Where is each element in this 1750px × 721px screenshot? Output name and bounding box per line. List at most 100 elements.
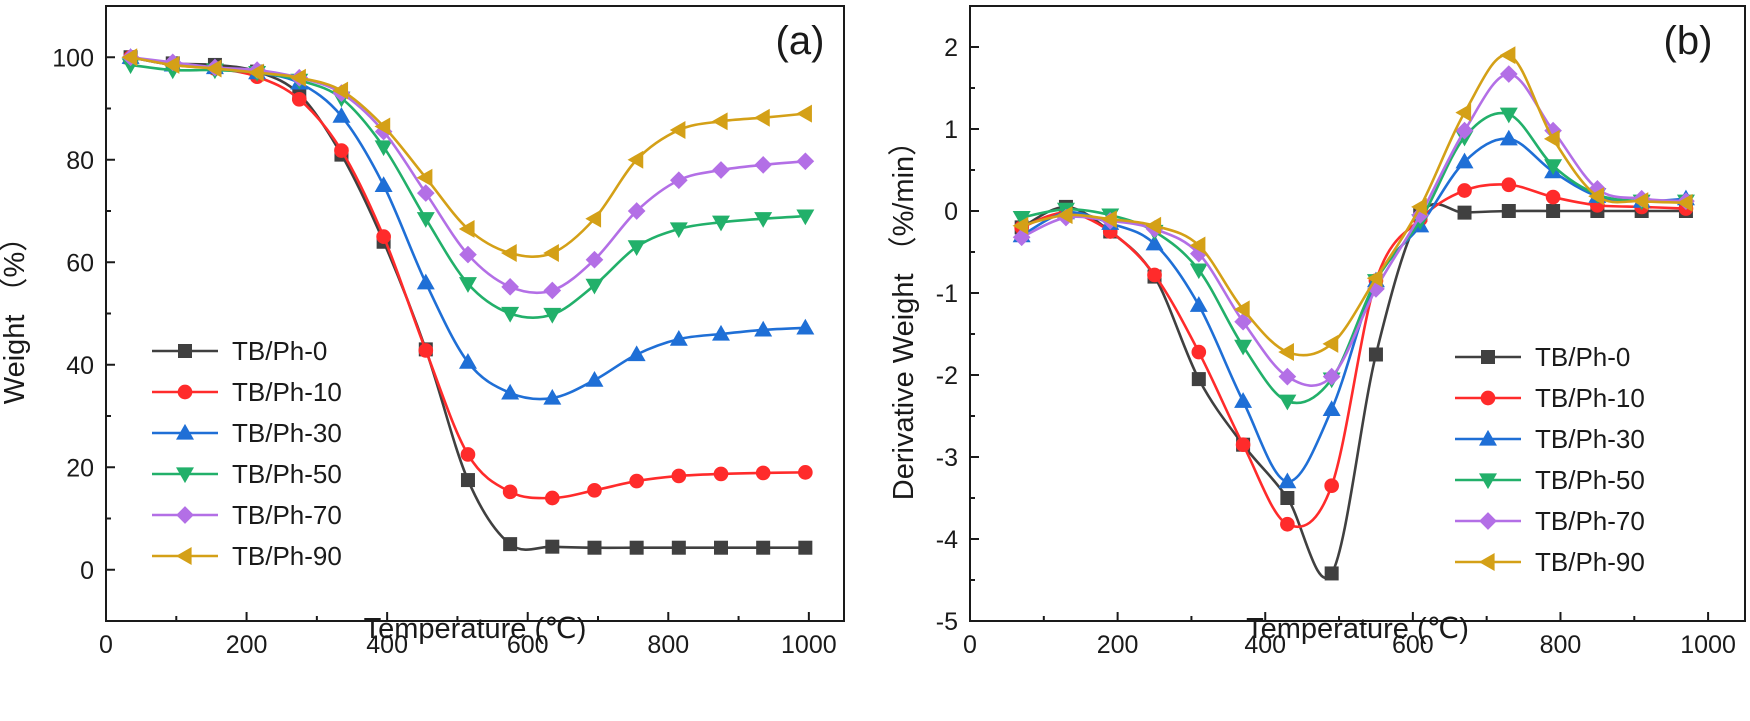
- series-tb-ph-90: [121, 48, 812, 263]
- data-point: [755, 465, 771, 481]
- data-point: [543, 388, 562, 405]
- data-point: [1278, 367, 1297, 386]
- data-point: [334, 143, 349, 158]
- data-point: [1191, 344, 1207, 360]
- data-point: [669, 222, 688, 239]
- x-tick-label: 600: [507, 631, 549, 659]
- data-point: [545, 539, 560, 554]
- data-point: [796, 152, 815, 171]
- data-point: [1189, 296, 1208, 312]
- series-tb-ph-50: [121, 58, 815, 324]
- legend-marker: [1479, 473, 1497, 490]
- data-point: [416, 212, 435, 228]
- data-point: [1322, 334, 1339, 353]
- x-tick-label: 400: [1244, 631, 1286, 659]
- data-point: [1147, 267, 1162, 283]
- data-point: [1501, 177, 1517, 193]
- y-tick-label: 60: [66, 249, 94, 277]
- data-point: [416, 273, 435, 290]
- data-point: [332, 81, 349, 100]
- y-tick-label: 80: [66, 147, 94, 175]
- data-point: [416, 184, 435, 202]
- x-tick-label: 600: [1392, 631, 1434, 659]
- data-point: [543, 307, 562, 324]
- data-point: [627, 150, 644, 169]
- data-point: [416, 168, 433, 187]
- data-point: [1368, 347, 1383, 362]
- data-point: [1278, 472, 1297, 489]
- data-point: [459, 245, 477, 264]
- data-point: [332, 107, 351, 123]
- legend-marker: [1480, 390, 1496, 406]
- data-point: [627, 345, 646, 362]
- data-point: [543, 244, 559, 263]
- legend-label: TB/Ph-30: [232, 418, 342, 448]
- x-tick-label: 800: [647, 631, 689, 659]
- data-point: [501, 278, 519, 296]
- data-point: [796, 104, 812, 123]
- data-point: [754, 156, 773, 174]
- data-point: [671, 468, 687, 484]
- series-tb-ph-90: [1012, 46, 1693, 362]
- panel-label: (b): [1664, 19, 1713, 63]
- data-point: [1322, 367, 1341, 386]
- chart-panel-b: 0 200 400 600 800 1000 -5 -4 -3 -2 -1 0 1 2 Temperatur…: [888, 5, 1746, 659]
- series-tb-ph-70: [121, 48, 815, 300]
- data-point: [671, 540, 686, 555]
- data-point: [1544, 159, 1563, 176]
- data-point: [1278, 343, 1294, 362]
- data-point: [587, 482, 602, 498]
- data-point: [711, 112, 728, 131]
- legend-marker: [175, 547, 192, 565]
- panel-label: (a): [776, 19, 825, 63]
- data-point: [1324, 478, 1339, 494]
- series-tb-ph-70: [1012, 65, 1695, 387]
- y-tick-label: -3: [936, 444, 958, 472]
- data-point: [1234, 392, 1253, 408]
- legend-label: TB/Ph-90: [1535, 547, 1645, 577]
- legend-label: TB/Ph-10: [232, 377, 342, 407]
- data-point: [629, 473, 644, 489]
- data-point: [1545, 189, 1561, 205]
- series-line: [1021, 72, 1687, 387]
- data-point: [585, 278, 604, 295]
- x-tick-label: 0: [99, 631, 113, 659]
- data-point: [1234, 312, 1252, 331]
- data-point: [460, 447, 476, 462]
- data-point: [754, 320, 773, 337]
- chart-panel-a: 0 200 400 600 800 1000 0 20 40 60 80 100 Temperature…: [0, 5, 845, 659]
- data-point: [1235, 437, 1251, 453]
- data-point: [502, 484, 518, 500]
- data-point: [754, 212, 773, 228]
- legend-label: TB/Ph-10: [1535, 383, 1645, 413]
- legend-marker: [176, 467, 194, 484]
- data-point: [1145, 216, 1162, 235]
- data-point: [1280, 516, 1295, 532]
- data-point: [1366, 269, 1383, 288]
- data-point: [1322, 400, 1341, 417]
- data-point: [1457, 183, 1472, 198]
- data-point: [713, 466, 729, 482]
- plot-frame: [969, 5, 1746, 622]
- data-point: [627, 240, 646, 257]
- data-point: [585, 370, 604, 387]
- legend: TB/Ph-0 TB/Ph-10 TB/Ph-30 TB/Ph-50 TB/Ph-70 T…: [152, 336, 342, 571]
- data-point: [756, 540, 771, 555]
- x-axis-title: Temperature (℃): [364, 613, 587, 645]
- data-point: [1189, 236, 1206, 255]
- data-point: [712, 324, 730, 341]
- data-point: [1145, 234, 1164, 251]
- x-tick-label: 200: [1097, 631, 1139, 659]
- y-tick-label: -2: [936, 362, 958, 390]
- y-tick-label: -4: [936, 526, 958, 554]
- legend-marker: [178, 344, 192, 358]
- data-point: [587, 540, 602, 555]
- legend-label: TB/Ph-90: [232, 541, 342, 571]
- data-point: [121, 48, 138, 67]
- data-point: [1234, 339, 1253, 356]
- legend: TB/Ph-0 TB/Ph-10 TB/Ph-30 TB/Ph-50 TB/Ph-70 T…: [1455, 342, 1645, 577]
- data-point: [629, 540, 644, 555]
- y-axis-title: Derivative Weight （%/min）: [888, 127, 920, 500]
- data-point: [712, 215, 730, 232]
- data-point: [585, 250, 604, 269]
